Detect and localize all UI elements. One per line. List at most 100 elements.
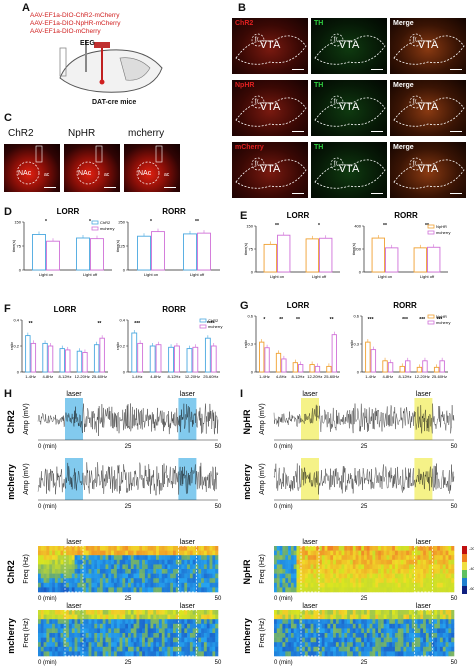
spectrogram-cell	[66, 642, 70, 648]
spectrogram-cell	[364, 578, 368, 584]
spectrogram-cell	[195, 564, 199, 570]
spectrogram-cell	[319, 587, 323, 593]
spectrogram-cell	[128, 569, 132, 574]
spectrogram-cell	[403, 559, 407, 565]
spectrogram-cell	[423, 646, 427, 652]
spectrogram-cell	[133, 628, 137, 634]
spectrogram-cell	[321, 633, 325, 638]
spectrogram-cell	[420, 642, 424, 648]
spectrogram-cell	[448, 555, 452, 561]
spectrogram-cell	[358, 578, 362, 584]
spectrogram-cell	[130, 587, 134, 593]
spectrogram-cell	[352, 637, 356, 643]
spectrogram-cell	[330, 573, 334, 579]
spectrogram-cell	[290, 633, 294, 638]
spectrogram-cell	[68, 564, 72, 570]
spectrogram-cell	[448, 550, 452, 556]
spectrogram-cell	[63, 564, 67, 570]
laser-window	[64, 545, 84, 593]
spectrogram-cell	[425, 619, 429, 625]
spectrogram-cell	[313, 559, 317, 565]
spectrogram-cell	[119, 573, 123, 579]
spectrogram-cell	[428, 628, 432, 634]
spectrogram-cell	[52, 642, 56, 648]
scale-bar	[292, 130, 304, 132]
spectrogram-cell	[361, 633, 365, 638]
spectrogram-cell	[423, 578, 427, 584]
spectrogram-cell	[400, 555, 404, 561]
spectrogram-cell	[448, 623, 452, 629]
spectrogram-cell	[63, 578, 67, 584]
spectrogram-cell	[324, 569, 328, 574]
spectrogram-cell	[293, 564, 297, 570]
spectrogram-cell	[400, 578, 404, 584]
spectrogram-cell	[184, 569, 188, 574]
spectrogram-cell	[192, 610, 196, 615]
spectrogram-cell	[276, 573, 280, 579]
spectrogram-cell	[288, 651, 292, 657]
spectrogram-cell	[83, 646, 87, 652]
spectrogram-cell	[139, 587, 143, 593]
spectrogram-cell	[91, 637, 95, 643]
spectrogram-cell	[125, 564, 129, 570]
spectrogram-cell	[66, 550, 70, 556]
legend-label: mcherry	[208, 324, 222, 329]
spectrogram-cell	[77, 578, 81, 584]
spectrogram-cell	[397, 555, 401, 561]
merge-label: Merge	[393, 144, 414, 151]
spectrogram-cell	[428, 550, 432, 556]
spectrogram-cell	[369, 637, 373, 643]
spectrogram-cell	[133, 642, 137, 648]
spectrogram-cell	[116, 651, 120, 657]
spectrogram-cell	[397, 587, 401, 593]
spectrogram-cell	[285, 546, 289, 551]
spectrogram-cell	[288, 619, 292, 625]
spectrogram-cell	[173, 628, 177, 634]
spectrogram-cell	[313, 651, 317, 657]
spectrogram-cell	[414, 569, 418, 574]
spectrogram-cell	[451, 623, 455, 629]
spectrogram-cell	[88, 610, 92, 615]
spectrogram-cell	[136, 550, 140, 556]
spectrogram-cell	[147, 637, 151, 643]
spectrogram-cell	[324, 582, 328, 588]
spectrogram-cell	[437, 573, 441, 579]
spectrogram-cell	[355, 646, 359, 652]
spectrogram-cell	[290, 559, 294, 565]
fr-label: fr	[254, 161, 259, 168]
spectrogram-cell	[97, 614, 101, 620]
spectrogram-cell	[153, 550, 157, 556]
spectrogram-cell	[97, 546, 101, 551]
spectrogram-cell	[158, 564, 162, 570]
spectrogram-cell	[352, 555, 356, 561]
spectrogram-cell	[178, 564, 182, 570]
spectrogram-cell	[307, 569, 311, 574]
spectrogram-cell	[274, 555, 278, 561]
spectrogram-cell	[170, 628, 174, 634]
spectrogram-cell	[74, 651, 78, 657]
spectrogram-cell	[181, 578, 185, 584]
spectrogram-cell	[431, 610, 435, 615]
spectrogram-cell	[113, 637, 117, 643]
spectrogram-cell	[178, 646, 182, 652]
spectrogram-cell	[130, 633, 134, 638]
spectrogram-cell	[139, 623, 143, 629]
spectrogram-cell	[122, 555, 126, 561]
spectrogram-cell	[189, 623, 193, 629]
spectrogram-cell	[302, 578, 306, 584]
spectrogram-cell	[327, 573, 331, 579]
spectrogram-cell	[313, 642, 317, 648]
spectrogram-cell	[344, 578, 348, 584]
spectrogram-cell	[414, 623, 418, 629]
spectrogram-cell	[136, 610, 140, 615]
spectrogram-cell	[321, 651, 325, 657]
spectrogram-cell	[290, 555, 294, 561]
spectrogram-cell	[335, 642, 339, 648]
spectrogram-cell	[128, 610, 132, 615]
spectrogram-cell	[116, 614, 120, 620]
spectrogram-cell	[296, 559, 300, 565]
spectrogram-cell	[389, 628, 393, 634]
spectrogram-cell	[434, 569, 438, 574]
scale-bar	[164, 186, 176, 188]
spectrogram-cell	[372, 550, 376, 556]
